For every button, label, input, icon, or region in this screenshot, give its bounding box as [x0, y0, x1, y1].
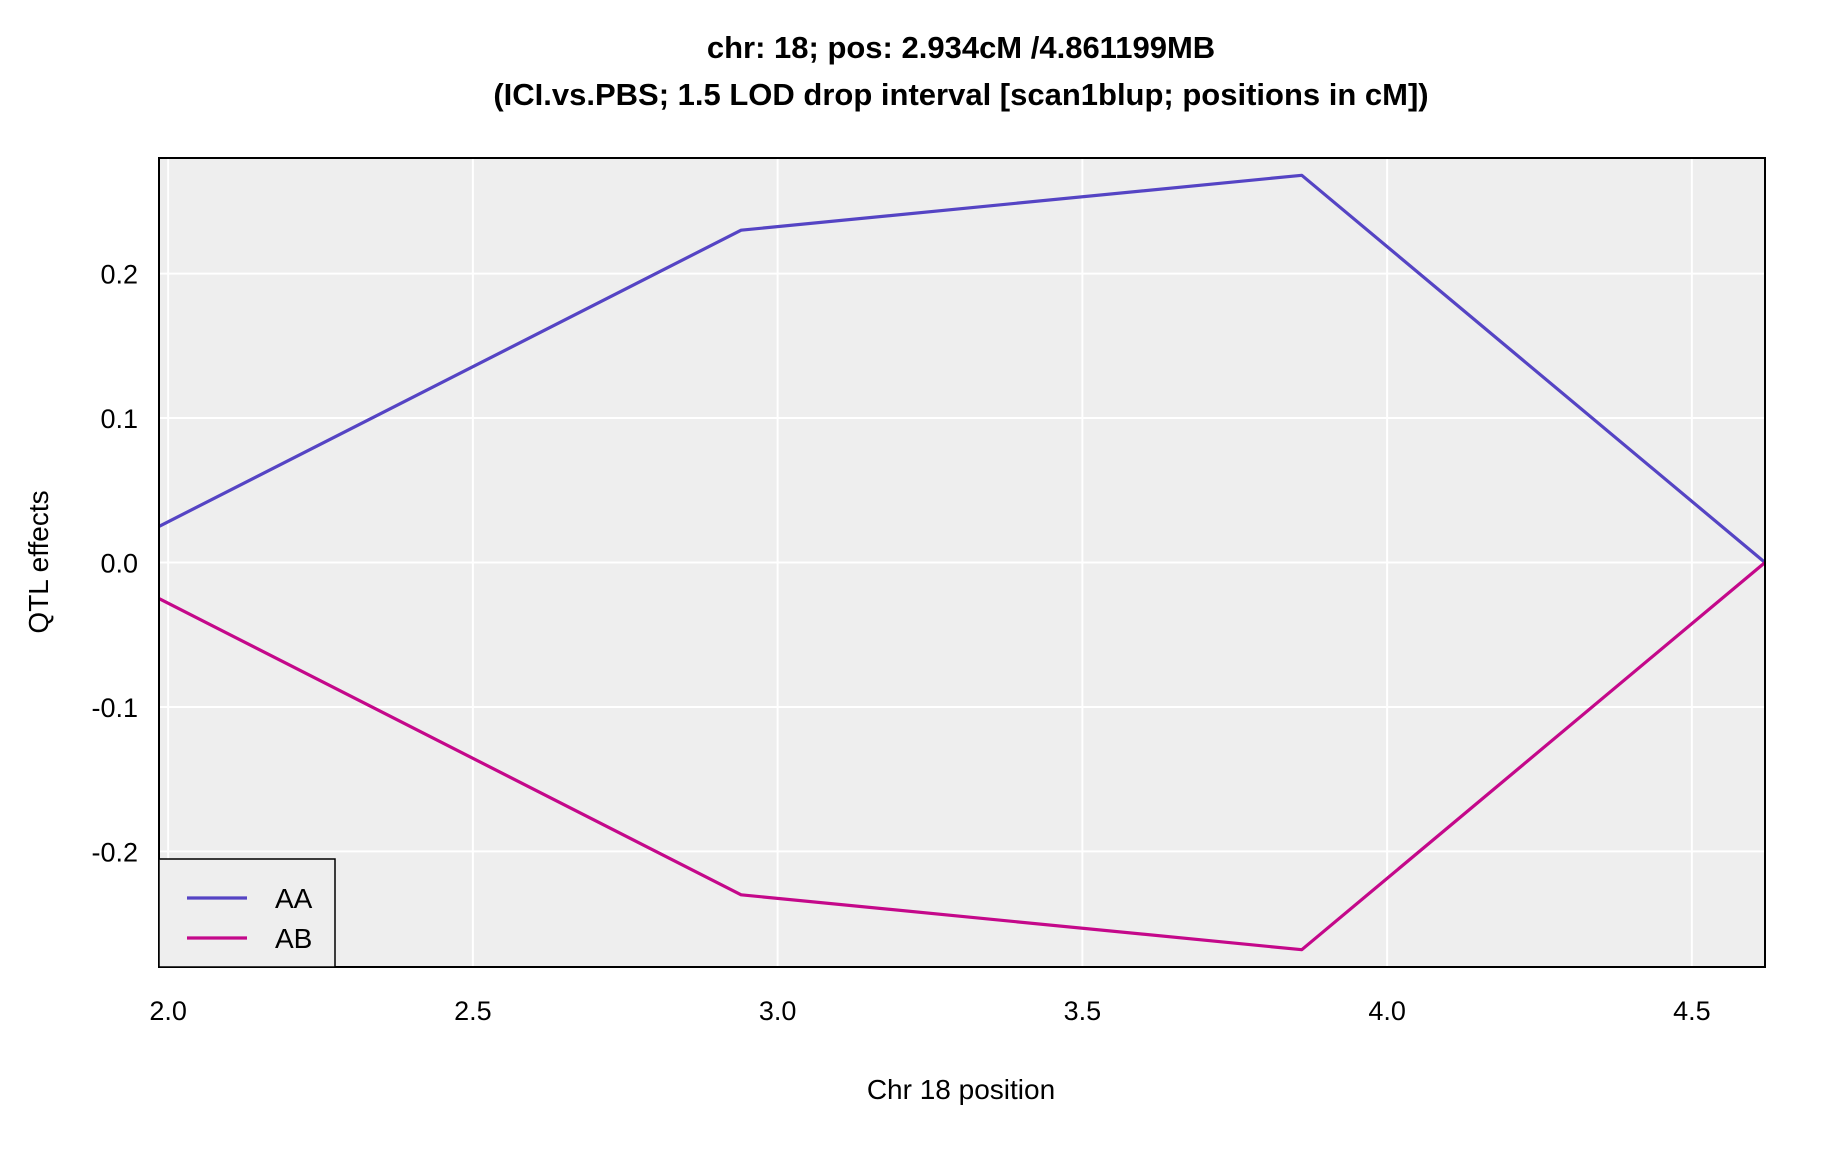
series-line-ab [158, 561, 1767, 952]
x-tick-label: 2.0 [149, 996, 187, 1026]
series-line-aa [158, 173, 1767, 564]
x-axis-label: Chr 18 position [867, 1074, 1055, 1105]
y-tick-label: -0.2 [91, 837, 138, 867]
legend-label-aa: AA [275, 883, 313, 914]
y-axis-label: QTL effects [23, 490, 54, 633]
legend-box [158, 858, 336, 968]
chart-subtitle: (ICI.vs.PBS; 1.5 LOD drop interval [scan… [493, 77, 1428, 112]
x-tick-label: 3.0 [759, 996, 797, 1026]
legend: AA AB [158, 858, 336, 968]
y-tick-label: 0.0 [100, 549, 138, 579]
plot-frame [158, 157, 1766, 968]
grid-lines [159, 158, 1765, 967]
chart-title: chr: 18; pos: 2.934cM /4.861199MB [707, 30, 1215, 65]
y-axis-ticks: -0.2 -0.1 0.0 0.1 0.2 [91, 260, 138, 868]
y-tick-label: 0.2 [100, 260, 138, 290]
x-tick-label: 4.5 [1673, 996, 1711, 1026]
x-axis-ticks: 2.0 2.5 3.0 3.5 4.0 4.5 [149, 996, 1710, 1026]
y-tick-label: 0.1 [100, 404, 138, 434]
legend-label-ab: AB [275, 923, 312, 954]
x-tick-label: 3.5 [1064, 996, 1102, 1026]
x-tick-label: 4.0 [1368, 996, 1406, 1026]
x-tick-label: 2.5 [454, 996, 492, 1026]
y-tick-label: -0.1 [91, 693, 138, 723]
series-lines [158, 173, 1767, 952]
